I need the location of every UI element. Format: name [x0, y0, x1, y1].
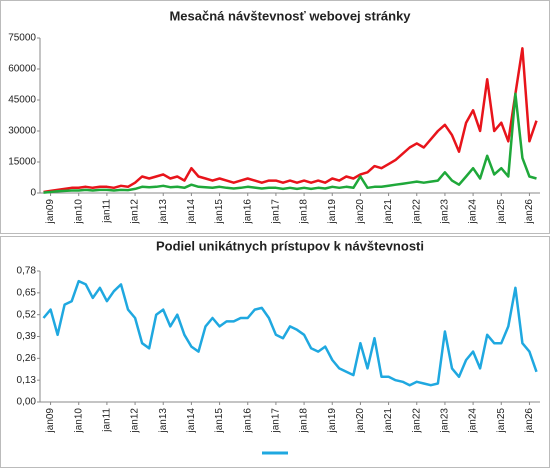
x-tick-label: jan11: [102, 408, 113, 433]
x-tick-label: jan12: [130, 408, 141, 434]
x-tick-label: jan15: [214, 199, 225, 225]
x-tick-label: jan15: [214, 408, 225, 434]
x-tick-label: jan14: [186, 199, 197, 225]
y-tick-label: 0,00: [17, 397, 37, 408]
y-tick-label: 0,13: [17, 375, 37, 386]
y-tick-label: 45000: [8, 95, 36, 106]
x-tick-label: jan21: [383, 408, 394, 434]
x-tick-label: jan19: [327, 408, 338, 434]
chart-frame: [0, 0, 550, 234]
x-tick-label: jan10: [73, 408, 84, 434]
x-tick-label: jan22: [411, 408, 422, 434]
x-tick-label: jan24: [468, 199, 479, 225]
y-tick-label: 0,78: [17, 266, 37, 277]
y-tick-label: 0,26: [17, 353, 37, 364]
x-tick-label: jan26: [524, 408, 535, 434]
x-tick-label: jan20: [355, 199, 366, 225]
y-tick-label: 0,65: [17, 287, 37, 298]
x-tick-label: jan25: [496, 408, 507, 434]
x-tick-label: jan11: [102, 199, 113, 224]
x-tick-label: jan18: [299, 199, 310, 225]
data-line: [42, 279, 538, 387]
y-tick-label: 30000: [8, 126, 36, 137]
x-tick-label: jan12: [130, 199, 141, 225]
chart-title: Mesačná návštevnosť webovej stránky: [169, 8, 411, 23]
data-line: [43, 47, 538, 194]
x-tick-label: jan16: [242, 408, 253, 434]
y-tick-label: 75000: [8, 33, 36, 44]
x-tick-label: jan25: [496, 199, 507, 225]
data-line: [43, 92, 537, 194]
x-tick-label: jan22: [411, 199, 422, 225]
chart-title: Podiel unikátnych prístupov k návštevnos…: [156, 238, 424, 253]
x-tick-label: jan23: [440, 408, 451, 434]
chart-frame: [0, 236, 550, 468]
y-tick-label: 0: [30, 188, 36, 199]
x-tick-label: jan21: [383, 199, 394, 225]
x-tick-label: jan16: [242, 199, 253, 225]
y-tick-label: 15000: [8, 157, 36, 168]
x-tick-label: jan20: [355, 408, 366, 434]
x-tick-label: jan17: [271, 199, 282, 225]
x-tick-label: jan13: [158, 199, 169, 225]
x-tick-label: jan09: [45, 199, 56, 225]
y-tick-label: 60000: [8, 64, 36, 75]
x-tick-label: jan24: [468, 408, 479, 434]
x-tick-label: jan10: [73, 199, 84, 225]
x-tick-label: jan09: [45, 408, 56, 434]
y-tick-label: 0,39: [17, 331, 37, 342]
x-tick-label: jan17: [271, 408, 282, 434]
y-tick-label: 0,52: [17, 309, 37, 320]
x-tick-label: jan19: [327, 199, 338, 225]
x-tick-label: jan26: [524, 199, 535, 225]
x-tick-label: jan13: [158, 408, 169, 434]
x-tick-label: jan23: [440, 199, 451, 225]
x-tick-label: jan14: [186, 408, 197, 434]
x-tick-label: jan18: [299, 408, 310, 434]
